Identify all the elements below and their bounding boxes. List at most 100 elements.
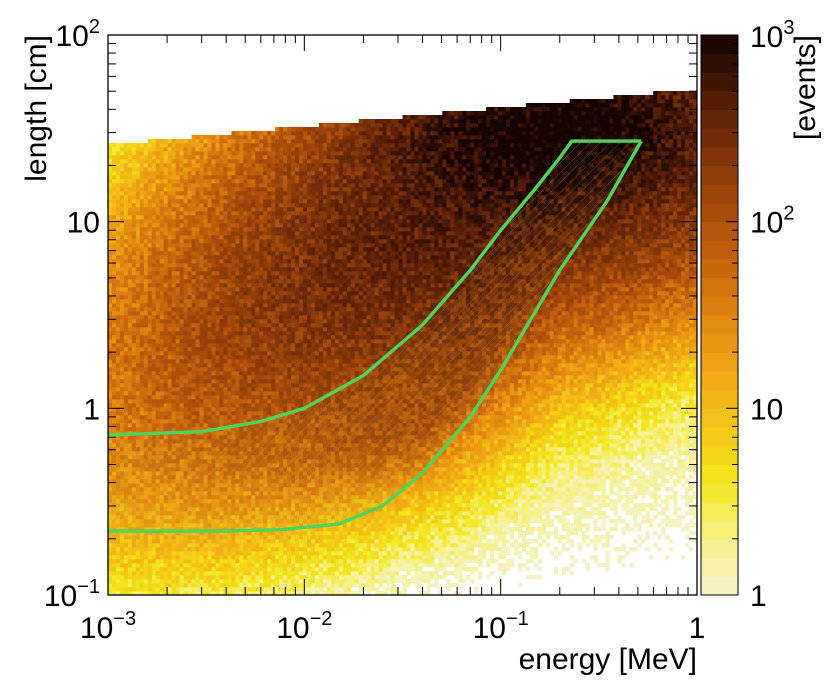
heatmap-cell <box>613 547 618 552</box>
heatmap-cell <box>231 539 236 544</box>
heatmap-cell <box>605 471 610 476</box>
heatmap-cell <box>299 563 304 568</box>
heatmap-cell <box>215 579 220 584</box>
heatmap-cell <box>275 591 280 595</box>
heatmap-cell <box>434 527 439 532</box>
heatmap-cell <box>108 579 113 584</box>
heatmap-cell <box>458 463 463 468</box>
heatmap-cell <box>163 555 169 560</box>
heatmap-cell <box>422 591 427 595</box>
heatmap-cell <box>382 523 387 528</box>
heatmap-cell <box>478 571 483 576</box>
heatmap-cell <box>621 507 626 512</box>
heatmap-cell <box>529 575 535 580</box>
heatmap-cell <box>426 507 431 512</box>
heatmap-cell <box>577 463 582 468</box>
heatmap-cell <box>533 495 539 500</box>
heatmap-cell <box>291 579 296 584</box>
heatmap-cell <box>669 475 674 480</box>
heatmap-cell <box>505 487 511 492</box>
heatmap-cell <box>458 503 463 508</box>
heatmap-cell <box>378 567 383 572</box>
heatmap-cell <box>673 495 678 500</box>
heatmap-cell <box>386 587 391 592</box>
heatmap-cell <box>517 523 523 528</box>
heatmap-cell <box>215 539 220 544</box>
heatmap-cell <box>346 587 352 592</box>
heatmap-cell <box>549 451 555 456</box>
heatmap-cell <box>123 587 129 592</box>
heatmap-cell <box>589 475 594 480</box>
heatmap-cell <box>525 495 531 500</box>
heatmap-cell <box>609 535 614 540</box>
heatmap-cell <box>267 551 272 556</box>
heatmap-cell <box>115 547 121 552</box>
heatmap-cell <box>513 539 519 544</box>
heatmap-cell <box>545 459 551 464</box>
heatmap-cell <box>533 511 539 516</box>
heatmap-cell <box>167 531 173 536</box>
heatmap-cell <box>505 455 511 460</box>
heatmap-cell <box>617 495 622 500</box>
heatmap-cell <box>521 499 527 504</box>
heatmap-cell <box>211 579 216 584</box>
heatmap-cell <box>625 551 630 556</box>
heatmap-cell <box>601 503 606 508</box>
heatmap-cell <box>151 551 157 556</box>
heatmap-cell <box>139 539 145 544</box>
heatmap-cell <box>486 531 491 536</box>
heatmap-cell <box>541 475 547 480</box>
heatmap-cell <box>179 563 184 568</box>
heatmap-cell <box>617 559 622 564</box>
heatmap-cell <box>175 583 180 588</box>
heatmap-cell <box>275 543 280 548</box>
heatmap-cell <box>239 563 244 568</box>
heatmap-cell <box>167 547 173 552</box>
heatmap-cell <box>310 539 316 544</box>
heatmap-cell <box>275 563 280 568</box>
heatmap-cell <box>115 579 121 584</box>
heatmap-cell <box>490 451 495 456</box>
heatmap-cell <box>581 439 586 444</box>
heatmap-cell <box>573 527 578 532</box>
heatmap-cell <box>478 483 483 488</box>
heatmap-cell <box>183 567 188 572</box>
heatmap-cell <box>494 463 499 468</box>
heatmap-cell <box>458 487 463 492</box>
heatmap-cell <box>159 535 165 540</box>
heatmap-cell <box>291 535 296 540</box>
heatmap-cell <box>501 523 507 528</box>
heatmap-cell <box>501 547 507 552</box>
heatmap-cell <box>537 507 543 512</box>
heatmap-cell <box>478 443 483 448</box>
heatmap-cell <box>561 443 567 448</box>
heatmap-cell <box>442 539 447 544</box>
heatmap-cell <box>553 527 559 532</box>
heatmap-cell <box>621 527 626 532</box>
heatmap-cell <box>454 495 459 500</box>
heatmap-cell <box>446 583 451 588</box>
heatmap-cell <box>565 479 570 484</box>
heatmap-cell <box>354 583 360 588</box>
heatmap-cell <box>585 503 590 508</box>
heatmap-cell <box>557 551 563 556</box>
heatmap-cell <box>255 579 260 584</box>
heatmap-cell <box>498 499 503 504</box>
heatmap-cell <box>303 567 308 572</box>
heatmap-cell <box>478 467 483 472</box>
heatmap-cell <box>151 587 157 592</box>
heatmap-cell <box>649 459 654 464</box>
heatmap-cell <box>406 527 411 532</box>
heatmap-cell <box>127 559 133 564</box>
heatmap-cell <box>458 591 463 595</box>
heatmap-cell <box>426 563 431 568</box>
heatmap-cell <box>163 551 169 556</box>
heatmap-cell <box>673 511 678 516</box>
heatmap-cell <box>442 547 447 552</box>
heatmap-cell <box>625 503 630 508</box>
heatmap-cell <box>354 547 360 552</box>
heatmap-cell <box>314 575 320 580</box>
heatmap-cell <box>446 535 451 540</box>
heatmap-cell <box>111 563 117 568</box>
heatmap-cell <box>318 531 324 536</box>
